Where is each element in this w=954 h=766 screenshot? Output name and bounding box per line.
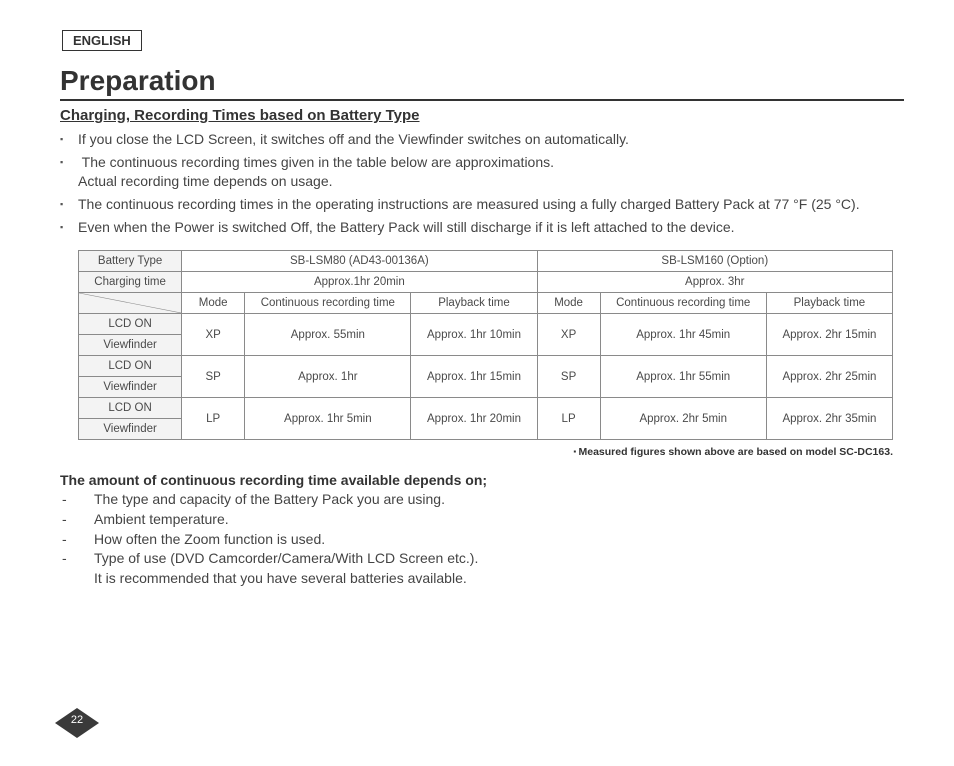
cell-value: Approx. 1hr 55min — [600, 356, 766, 398]
row-viewfinder: Viewfinder — [79, 377, 182, 398]
list-item: Even when the Power is switched Off, the… — [78, 218, 904, 237]
row-viewfinder: Viewfinder — [79, 335, 182, 356]
header-crt: Continuous recording time — [600, 293, 766, 314]
header-mode: Mode — [182, 293, 245, 314]
intro-bullet-list: If you close the LCD Screen, it switches… — [60, 130, 904, 236]
cell-value: Approx. 1hr 45min — [600, 314, 766, 356]
depends-heading: The amount of continuous recording time … — [60, 472, 904, 488]
page-number-badge: 22 — [55, 708, 99, 738]
header-mode: Mode — [537, 293, 600, 314]
header-playback-time: Playback time — [411, 293, 537, 314]
header-charging-time: Charging time — [79, 272, 182, 293]
list-item: -Type of use (DVD Camcorder/Camera/With … — [94, 549, 904, 569]
cell-value: Approx. 1hr — [245, 356, 411, 398]
cell-charging-2: Approx. 3hr — [537, 272, 892, 293]
cell-mode-xp: XP — [537, 314, 600, 356]
cell-value: Approx. 2hr 25min — [766, 356, 892, 398]
section-subtitle: Charging, Recording Times based on Batte… — [60, 107, 904, 124]
cell-value: Approx. 1hr 20min — [411, 398, 537, 440]
row-lcd-on: LCD ON — [79, 314, 182, 335]
row-lcd-on: LCD ON — [79, 398, 182, 419]
cell-mode-sp: SP — [537, 356, 600, 398]
list-item: -The type and capacity of the Battery Pa… — [94, 490, 904, 510]
cell-mode-lp: LP — [182, 398, 245, 440]
table-footnote: Measured figures shown above are based o… — [60, 446, 893, 458]
list-item-text: Ambient temperature. — [94, 511, 229, 527]
list-item: -How often the Zoom function is used. — [94, 530, 904, 550]
table-row: Charging time Approx.1hr 20min Approx. 3… — [79, 272, 893, 293]
diagonal-line-icon — [79, 293, 181, 313]
cell-value: Approx. 55min — [245, 314, 411, 356]
header-battery-1: SB-LSM80 (AD43-00136A) — [182, 251, 537, 272]
list-item-text: How often the Zoom function is used. — [94, 531, 325, 547]
table-row: Mode Continuous recording time Playback … — [79, 293, 893, 314]
list-item-text: Actual recording time depends on usage. — [78, 173, 333, 189]
header-crt: Continuous recording time — [245, 293, 411, 314]
list-item: The continuous recording times in the op… — [78, 195, 904, 214]
cell-value: Approx. 2hr 15min — [766, 314, 892, 356]
header-battery-type: Battery Type — [79, 251, 182, 272]
list-item: If you close the LCD Screen, it switches… — [78, 130, 904, 149]
depends-list: -The type and capacity of the Battery Pa… — [60, 490, 904, 588]
cell-mode-lp: LP — [537, 398, 600, 440]
diagonal-cell — [79, 293, 182, 314]
cell-mode-sp: SP — [182, 356, 245, 398]
list-item-text: The continuous recording times given in … — [82, 154, 554, 170]
footnote-text: Measured figures shown above are based o… — [578, 446, 893, 458]
table-row: LCD ON XP Approx. 55min Approx. 1hr 10mi… — [79, 314, 893, 335]
table-row: LCD ON SP Approx. 1hr Approx. 1hr 15min … — [79, 356, 893, 377]
table-row: LCD ON LP Approx. 1hr 5min Approx. 1hr 2… — [79, 398, 893, 419]
list-item-continuation: It is recommended that you have several … — [94, 569, 904, 589]
cell-value: Approx. 2hr 35min — [766, 398, 892, 440]
table-row: Battery Type SB-LSM80 (AD43-00136A) SB-L… — [79, 251, 893, 272]
list-item: The continuous recording times given in … — [78, 153, 904, 191]
cell-charging-1: Approx.1hr 20min — [182, 272, 537, 293]
header-playback-time: Playback time — [766, 293, 892, 314]
page-title: Preparation — [60, 65, 904, 101]
battery-table: Battery Type SB-LSM80 (AD43-00136A) SB-L… — [78, 250, 893, 440]
page-number: 22 — [55, 714, 99, 726]
cell-value: Approx. 1hr 5min — [245, 398, 411, 440]
row-lcd-on: LCD ON — [79, 356, 182, 377]
language-label: ENGLISH — [62, 30, 142, 51]
list-item-text: Type of use (DVD Camcorder/Camera/With L… — [94, 550, 478, 566]
cell-mode-xp: XP — [182, 314, 245, 356]
header-battery-2: SB-LSM160 (Option) — [537, 251, 892, 272]
cell-value: Approx. 1hr 15min — [411, 356, 537, 398]
row-viewfinder: Viewfinder — [79, 419, 182, 440]
list-item: -Ambient temperature. — [94, 510, 904, 530]
cell-value: Approx. 2hr 5min — [600, 398, 766, 440]
list-item-text: The type and capacity of the Battery Pac… — [94, 491, 445, 507]
cell-value: Approx. 1hr 10min — [411, 314, 537, 356]
